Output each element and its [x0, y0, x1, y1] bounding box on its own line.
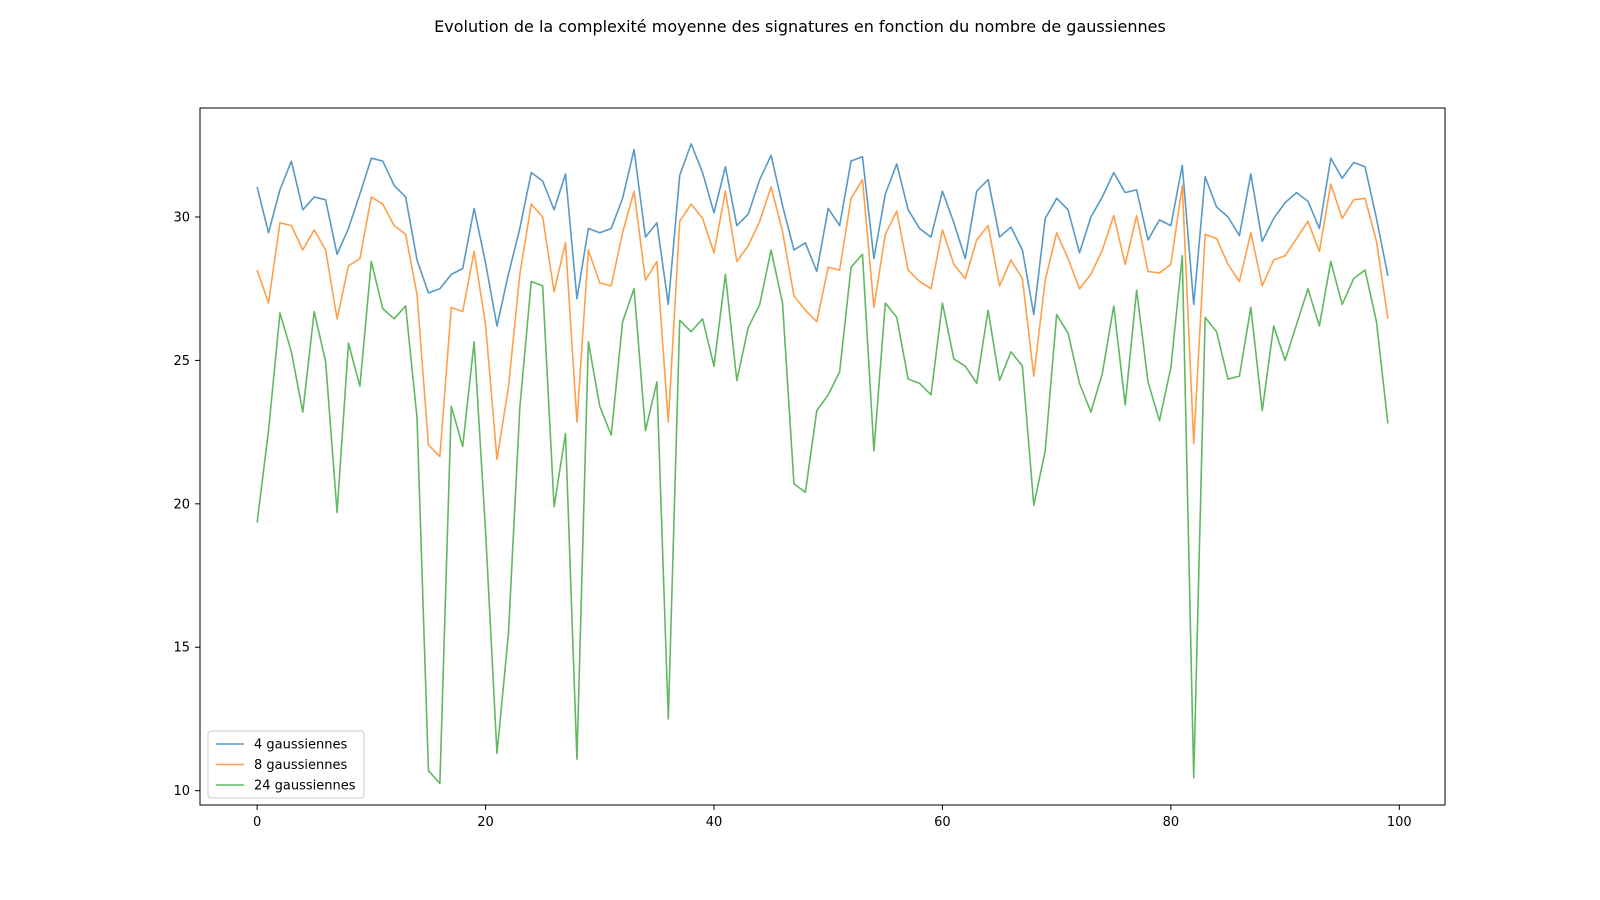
plot-area-frame	[199, 107, 1446, 806]
y-tick-label: 20	[173, 497, 190, 512]
legend: 4 gaussiennes 8 gaussiennes 24 gaussiennes	[207, 730, 365, 799]
legend-box	[207, 730, 365, 799]
legend-label: 4 gaussiennes	[254, 738, 347, 753]
series-line-3	[256, 249, 1389, 785]
x-axis: 0 20 40 60 80 100	[253, 805, 1412, 830]
y-tick-label: 15	[173, 641, 190, 656]
series-line-1	[256, 143, 1389, 327]
y-tick-label: 25	[173, 354, 190, 369]
chart-title: Evolution de la complexité moyenne des s…	[434, 17, 1166, 36]
legend-label: 8 gaussiennes	[254, 758, 347, 773]
x-tick-label: 100	[1387, 815, 1412, 830]
x-tick-label: 0	[253, 815, 261, 830]
y-axis: 10 15 20 25 30	[173, 210, 200, 799]
x-tick-label: 80	[1163, 815, 1180, 830]
y-tick-label: 10	[173, 784, 190, 799]
x-tick-label: 60	[934, 815, 951, 830]
series-lines	[256, 143, 1389, 785]
x-tick-label: 40	[706, 815, 723, 830]
legend-label: 24 gaussiennes	[254, 779, 356, 794]
y-tick-label: 30	[173, 210, 190, 225]
series-line-2	[256, 178, 1389, 461]
x-tick-label: 20	[477, 815, 494, 830]
